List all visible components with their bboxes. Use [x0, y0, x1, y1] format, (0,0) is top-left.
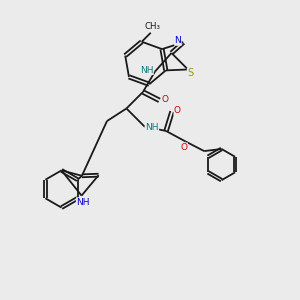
Text: S: S: [187, 68, 194, 78]
Text: N: N: [175, 36, 181, 45]
Text: O: O: [161, 95, 168, 104]
Text: CH₃: CH₃: [144, 22, 160, 31]
Text: NH: NH: [76, 198, 90, 207]
Text: NH: NH: [145, 124, 159, 133]
Text: O: O: [181, 143, 188, 152]
Text: NH: NH: [140, 66, 153, 75]
Text: O: O: [174, 106, 181, 116]
